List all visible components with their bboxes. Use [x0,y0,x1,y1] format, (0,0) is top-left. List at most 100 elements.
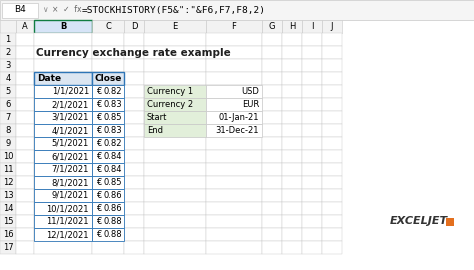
Text: €: € [96,230,101,239]
Bar [124,98,144,111]
Text: ×  ✓  fx: × ✓ fx [52,5,82,15]
Bar [302,176,322,189]
Bar [0,20,16,33]
Bar [92,150,124,163]
Bar [322,241,342,254]
Bar [92,189,124,202]
Text: 10: 10 [3,152,13,161]
Text: 9/1/2021: 9/1/2021 [52,191,89,200]
Text: F: F [232,22,237,31]
Text: 8/1/2021: 8/1/2021 [52,178,89,187]
Bar [16,176,34,189]
Bar [92,46,124,59]
Bar [92,176,124,189]
Bar [92,228,124,241]
Bar [34,137,92,150]
Text: 6/1/2021: 6/1/2021 [52,152,89,161]
Bar [322,33,342,46]
Bar [282,202,302,215]
Bar [34,33,92,46]
Bar [0,189,16,202]
Bar [206,33,262,46]
Text: 10/1/2021: 10/1/2021 [46,204,89,213]
Bar [302,85,322,98]
Bar [124,202,144,215]
Text: 12: 12 [3,178,13,187]
Bar [92,189,124,202]
Bar [144,111,206,124]
Bar [302,98,322,111]
Bar [144,215,206,228]
Text: 0.84: 0.84 [103,165,122,174]
Text: 11: 11 [3,165,13,174]
Bar [92,98,124,111]
Bar [0,241,16,254]
Bar [34,111,92,124]
Bar [34,176,92,189]
Bar [302,228,322,241]
Text: H: H [289,22,295,31]
Bar [282,163,302,176]
Text: Currency exchange rate example: Currency exchange rate example [36,48,231,58]
Bar [206,85,262,98]
Bar [206,189,262,202]
Bar [16,202,34,215]
Bar [322,202,342,215]
Bar [92,111,124,124]
Bar [124,176,144,189]
Bar [34,163,92,176]
Text: Close: Close [95,74,122,83]
Bar [16,59,34,72]
Bar [34,150,92,163]
Text: 2: 2 [5,48,10,57]
Bar [206,202,262,215]
Bar [0,215,16,228]
Bar [282,85,302,98]
Bar [0,176,16,189]
Text: E: E [173,22,178,31]
Bar [34,124,92,137]
Bar [124,33,144,46]
Bar [16,20,34,33]
Bar [16,150,34,163]
Bar [302,189,322,202]
Text: Currency 2: Currency 2 [147,100,193,109]
Text: 5: 5 [5,87,10,96]
Text: 1: 1 [5,35,10,44]
Bar [34,228,92,241]
Bar [322,72,342,85]
Bar [322,228,342,241]
Text: 01-Jan-21: 01-Jan-21 [219,113,259,122]
Bar [282,124,302,137]
Bar [262,111,282,124]
Bar [34,72,92,85]
Bar [144,150,206,163]
Bar [322,150,342,163]
Bar [0,124,16,137]
Text: 8: 8 [5,126,11,135]
Bar [92,33,124,46]
Bar [16,85,34,98]
Bar [144,72,206,85]
Text: 13: 13 [3,191,13,200]
Text: 7: 7 [5,113,11,122]
Text: €: € [96,152,101,161]
Bar [206,215,262,228]
Bar [282,215,302,228]
Bar [92,163,124,176]
Text: 4: 4 [5,74,10,83]
Bar [124,163,144,176]
Bar [34,98,92,111]
Bar [282,98,302,111]
Bar [206,20,262,33]
Bar [206,150,262,163]
Bar [302,150,322,163]
Bar [302,33,322,46]
Bar [262,215,282,228]
Text: €: € [96,100,101,109]
Bar [262,46,282,59]
Bar [34,202,92,215]
Bar [206,137,262,150]
Bar [144,111,206,124]
Text: 0.88: 0.88 [103,217,122,226]
